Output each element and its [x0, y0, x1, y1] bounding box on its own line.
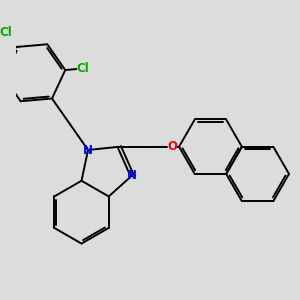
- Text: N: N: [127, 169, 137, 182]
- Text: Cl: Cl: [0, 26, 12, 39]
- Text: N: N: [83, 143, 93, 157]
- Text: Cl: Cl: [76, 62, 89, 75]
- Text: O: O: [168, 140, 178, 153]
